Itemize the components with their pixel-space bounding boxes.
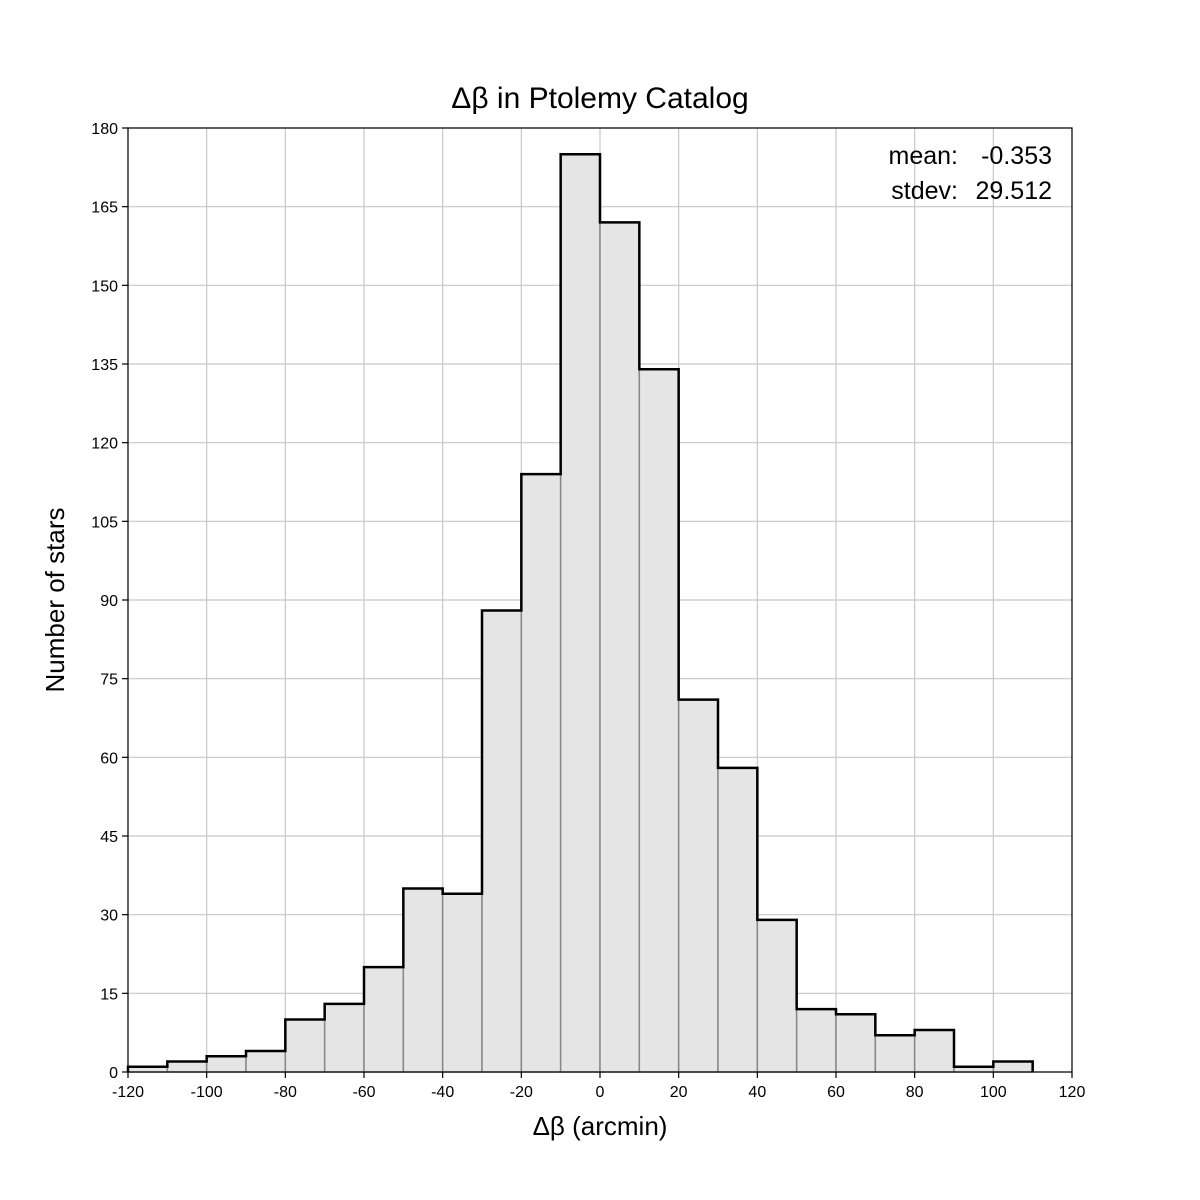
x-tick-label: -100	[191, 1084, 223, 1101]
histogram-bar	[559, 153, 601, 1073]
y-tick-label: 45	[100, 829, 118, 846]
histogram-bar	[284, 1018, 326, 1073]
histogram-bar	[205, 1055, 247, 1073]
y-axis-title: Number of stars	[40, 508, 70, 693]
histogram-bar	[245, 1050, 287, 1073]
stdev-value: 29.512	[976, 177, 1052, 205]
histogram-bar	[638, 368, 680, 1073]
x-axis-title: Δβ (arcmin)	[533, 1111, 668, 1141]
x-tick-label: 120	[1059, 1084, 1086, 1101]
x-tick-label: 40	[748, 1084, 766, 1101]
mean-label: mean:	[889, 142, 958, 170]
x-tick-label: -120	[112, 1084, 144, 1101]
chart-title: Δβ in Ptolemy Catalog	[451, 82, 748, 115]
histogram-bar	[520, 473, 562, 1073]
y-tick-label: 150	[91, 278, 118, 295]
x-tick-label: -80	[274, 1084, 297, 1101]
x-tick-label: 0	[596, 1084, 605, 1101]
y-tick-label: 0	[109, 1065, 118, 1082]
histogram-outline	[126, 152, 1034, 1072]
x-tick-label: 100	[980, 1084, 1007, 1101]
histogram-bar	[717, 767, 759, 1073]
histogram-bar	[756, 919, 798, 1073]
histogram-bar	[481, 609, 523, 1073]
histogram-bar	[441, 892, 483, 1073]
histogram-bar	[363, 966, 405, 1073]
y-tick-label: 30	[100, 908, 118, 925]
y-tick-label: 75	[100, 672, 118, 689]
x-tick-label: 60	[827, 1084, 845, 1101]
histogram-bar	[835, 1013, 877, 1073]
y-tick-label: 105	[91, 514, 118, 531]
y-tick-label: 15	[100, 986, 118, 1003]
x-tick-label: -20	[510, 1084, 533, 1101]
y-tick-label: 180	[91, 121, 118, 138]
x-tick-label: 80	[906, 1084, 924, 1101]
y-tick-label: 60	[100, 750, 118, 767]
histogram-bar	[992, 1060, 1034, 1073]
y-tick-label: 90	[100, 593, 118, 610]
x-tick-label: 20	[670, 1084, 688, 1101]
histogram-bar	[402, 887, 444, 1073]
y-tick-label: 135	[91, 357, 118, 374]
histogram-bar	[913, 1029, 955, 1073]
axis-ticks: -120 -100 -80 -60 -40 -20 0 20 40 60 80 100 120 0 15 30…	[91, 121, 1085, 1101]
y-tick-label: 120	[91, 436, 118, 453]
x-tick-label: -60	[352, 1084, 375, 1101]
histogram-bar	[874, 1034, 916, 1073]
x-tick-label: -40	[431, 1084, 454, 1101]
histogram-bar	[795, 1008, 837, 1073]
histogram-bar	[677, 698, 719, 1073]
stdev-label: stdev:	[891, 177, 958, 205]
histogram-bar	[323, 1003, 365, 1073]
mean-value: -0.353	[981, 142, 1052, 170]
histogram-bar	[599, 221, 641, 1073]
y-tick-label: 165	[91, 200, 118, 217]
histogram-bar	[166, 1060, 208, 1073]
histogram-bars	[127, 153, 1034, 1073]
